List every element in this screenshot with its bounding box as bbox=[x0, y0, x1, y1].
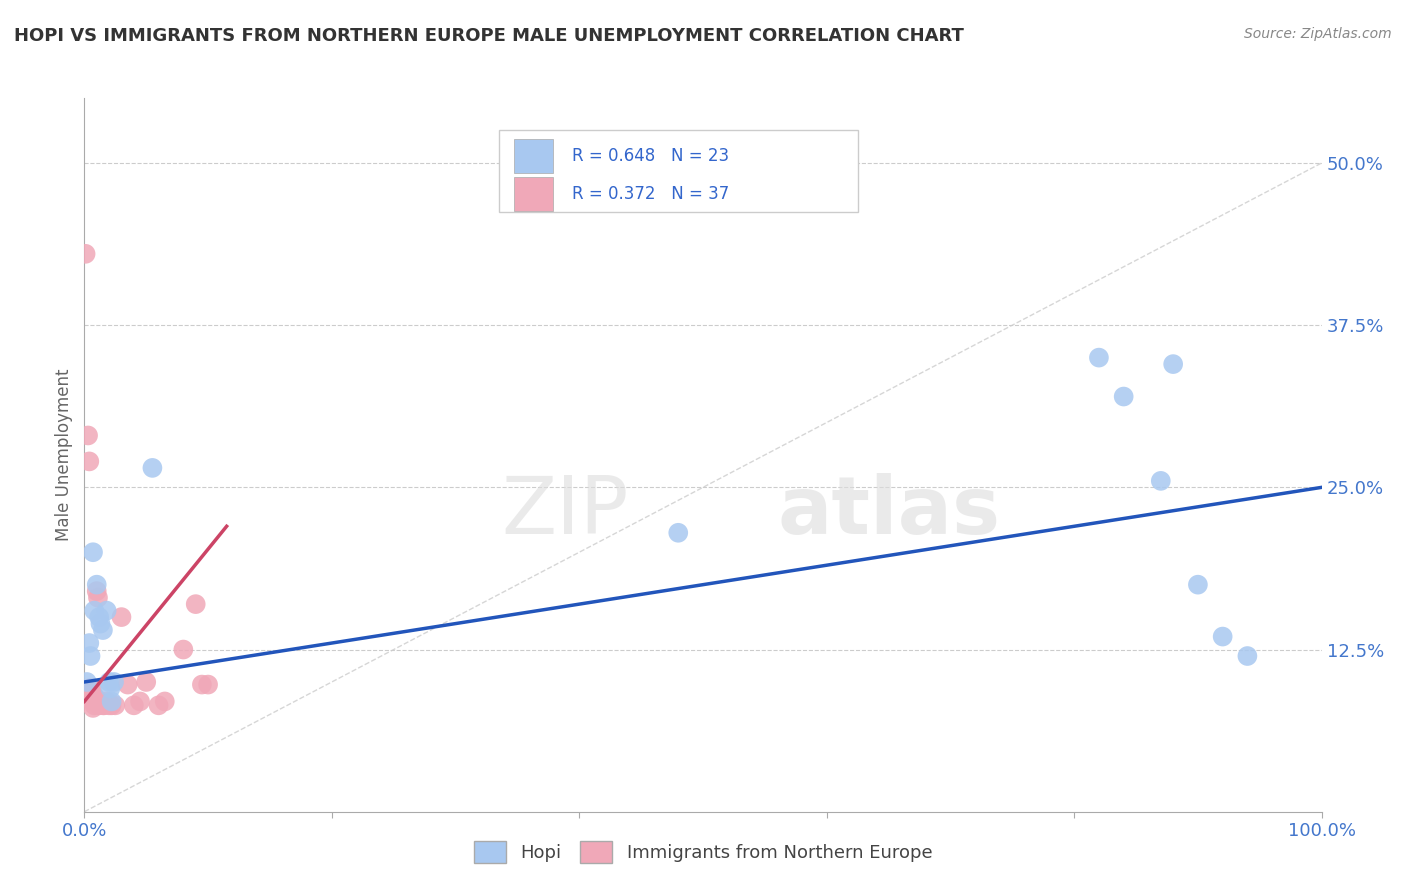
Point bbox=[87, 591, 110, 605]
Point bbox=[80, 690, 103, 705]
Text: atlas: atlas bbox=[778, 473, 1000, 551]
FancyBboxPatch shape bbox=[499, 130, 858, 212]
Point bbox=[77, 428, 100, 442]
FancyBboxPatch shape bbox=[513, 139, 554, 173]
Point bbox=[98, 698, 121, 713]
Point bbox=[75, 247, 97, 261]
Point bbox=[96, 694, 118, 708]
FancyBboxPatch shape bbox=[513, 177, 554, 211]
Point bbox=[89, 698, 111, 713]
Point bbox=[172, 642, 194, 657]
Point bbox=[76, 675, 98, 690]
Point bbox=[83, 604, 105, 618]
Point bbox=[79, 648, 101, 663]
Point bbox=[191, 677, 214, 691]
Point bbox=[84, 694, 107, 708]
Point bbox=[86, 584, 108, 599]
Point bbox=[89, 610, 111, 624]
Point bbox=[197, 677, 219, 691]
Point bbox=[82, 688, 104, 702]
Point bbox=[79, 681, 101, 696]
Point bbox=[96, 604, 118, 618]
Point bbox=[1161, 357, 1184, 371]
Point bbox=[1187, 577, 1209, 591]
Point bbox=[98, 675, 121, 690]
Point bbox=[100, 694, 122, 708]
Point bbox=[1112, 390, 1135, 404]
Point bbox=[83, 694, 105, 708]
Point bbox=[148, 698, 170, 713]
Point bbox=[82, 701, 104, 715]
Point bbox=[103, 675, 125, 690]
Point bbox=[110, 610, 132, 624]
Point bbox=[117, 677, 139, 691]
Point bbox=[153, 694, 176, 708]
Point bbox=[666, 525, 689, 540]
Point bbox=[91, 698, 114, 713]
Legend: Hopi, Immigrants from Northern Europe: Hopi, Immigrants from Northern Europe bbox=[467, 834, 939, 871]
Point bbox=[82, 690, 104, 705]
Text: Source: ZipAtlas.com: Source: ZipAtlas.com bbox=[1244, 27, 1392, 41]
Text: R = 0.372   N = 37: R = 0.372 N = 37 bbox=[572, 185, 730, 202]
Text: ZIP: ZIP bbox=[502, 473, 628, 551]
Point bbox=[91, 623, 114, 637]
Point bbox=[129, 694, 152, 708]
Point bbox=[82, 545, 104, 559]
Point bbox=[82, 694, 104, 708]
Text: HOPI VS IMMIGRANTS FROM NORTHERN EUROPE MALE UNEMPLOYMENT CORRELATION CHART: HOPI VS IMMIGRANTS FROM NORTHERN EUROPE … bbox=[14, 27, 965, 45]
Point bbox=[79, 681, 101, 696]
Point bbox=[100, 698, 122, 713]
Point bbox=[79, 454, 101, 468]
Point bbox=[86, 577, 108, 591]
Point bbox=[84, 690, 107, 705]
Point bbox=[80, 688, 103, 702]
Point bbox=[83, 690, 105, 705]
Point bbox=[98, 681, 121, 696]
Point bbox=[79, 636, 101, 650]
Point bbox=[93, 698, 115, 713]
Point bbox=[104, 698, 127, 713]
Point bbox=[1150, 474, 1173, 488]
Point bbox=[89, 616, 111, 631]
Point bbox=[1212, 630, 1234, 644]
Point bbox=[80, 681, 103, 696]
Point bbox=[1236, 648, 1258, 663]
Point bbox=[122, 698, 145, 713]
Text: R = 0.648   N = 23: R = 0.648 N = 23 bbox=[572, 147, 728, 165]
Point bbox=[1088, 351, 1111, 365]
Y-axis label: Male Unemployment: Male Unemployment bbox=[55, 368, 73, 541]
Point bbox=[135, 675, 157, 690]
Point bbox=[184, 597, 207, 611]
Point bbox=[83, 698, 105, 713]
Point bbox=[141, 461, 163, 475]
